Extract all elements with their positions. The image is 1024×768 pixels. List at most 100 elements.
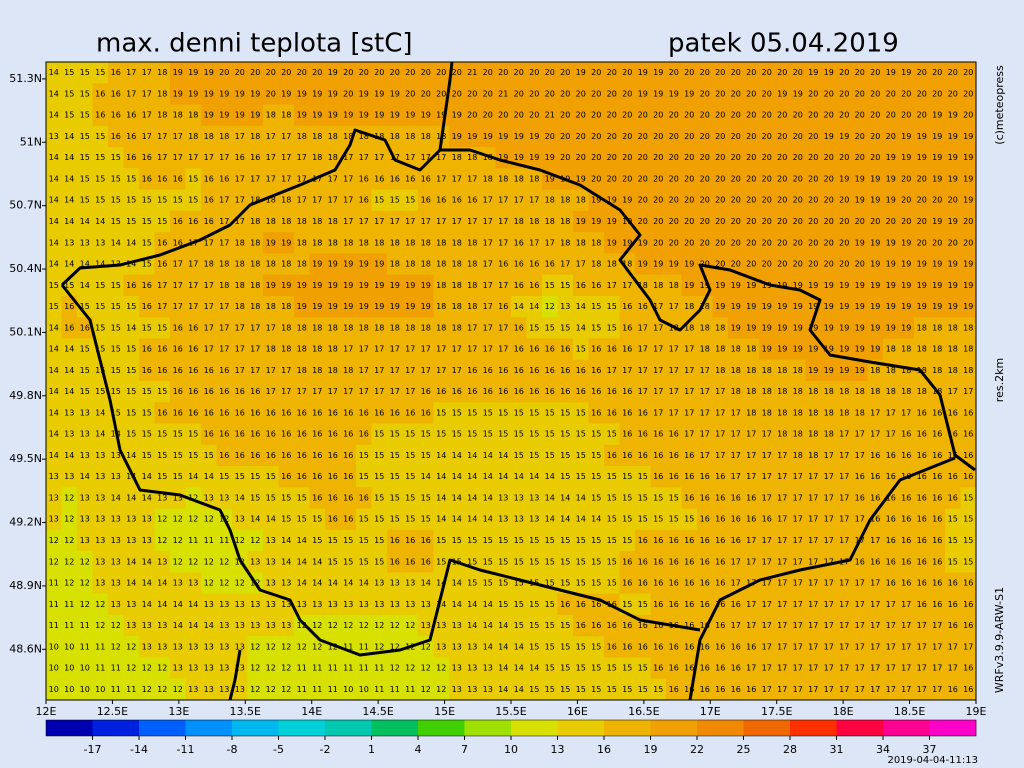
grid-value: 20 — [591, 132, 601, 141]
grid-value: 20 — [653, 174, 663, 183]
grid-value: 18 — [281, 260, 291, 269]
grid-cell — [960, 232, 977, 254]
grid-value: 16 — [653, 472, 663, 481]
grid-value: 20 — [653, 196, 663, 205]
grid-cell — [464, 168, 481, 190]
grid-cell — [728, 62, 744, 84]
grid-value: 16 — [700, 493, 710, 502]
grid-value: 17 — [483, 281, 493, 290]
grid-value: 20 — [870, 217, 880, 226]
grid-cell — [263, 147, 279, 169]
grid-value: 18 — [948, 345, 958, 354]
grid-value: 11 — [328, 664, 338, 673]
grid-value: 16 — [684, 642, 694, 651]
grid-value: 18 — [467, 238, 477, 247]
grid-cell — [201, 210, 217, 233]
grid-value: 18 — [405, 323, 415, 332]
grid-value: 15 — [405, 493, 415, 502]
grid-cell — [232, 253, 248, 275]
grid-cell — [464, 253, 481, 275]
grid-value: 12 — [126, 642, 136, 651]
grid-value: 17 — [746, 430, 756, 439]
grid-value: 19 — [529, 132, 539, 141]
grid-cell — [588, 168, 605, 190]
grid-value: 17 — [467, 217, 477, 226]
grid-value: 16 — [731, 493, 741, 502]
grid-value: 11 — [95, 664, 105, 673]
grid-cell — [433, 232, 450, 254]
colorbar-tick-label: 34 — [876, 743, 890, 756]
grid-value: 20 — [963, 68, 973, 77]
grid-value: 14 — [126, 451, 136, 460]
grid-value: 16 — [390, 174, 400, 183]
colorbar-segment — [883, 720, 930, 736]
grid-value: 20 — [762, 153, 772, 162]
grid-value: 15 — [64, 111, 74, 120]
grid-cell — [852, 210, 868, 233]
lon-tick-label: 18.5E — [894, 705, 925, 718]
grid-value: 15 — [111, 302, 121, 311]
grid-value: 15 — [560, 536, 570, 545]
grid-value: 17 — [855, 430, 865, 439]
grid-value: 18 — [312, 153, 322, 162]
grid-value: 16 — [157, 345, 167, 354]
grid-value: 16 — [932, 536, 942, 545]
grid-value: 20 — [715, 111, 725, 120]
grid-cell — [867, 147, 884, 169]
grid-cell — [635, 168, 651, 190]
grid-value: 15 — [142, 430, 152, 439]
grid-value: 16 — [669, 579, 679, 588]
grid-value: 19 — [948, 217, 958, 226]
grid-cell — [728, 147, 744, 169]
grid-cell — [185, 189, 202, 212]
grid-value: 17 — [824, 536, 834, 545]
grid-cell — [712, 104, 729, 127]
grid-value: 16 — [684, 451, 694, 460]
grid-value: 16 — [421, 557, 431, 566]
grid-cell — [464, 83, 481, 105]
grid-value: 20 — [762, 260, 772, 269]
grid-value: 15 — [359, 536, 369, 545]
grid-value: 18 — [467, 302, 477, 311]
grid-value: 17 — [297, 387, 307, 396]
grid-value: 10 — [49, 642, 59, 651]
grid-value: 11 — [80, 642, 90, 651]
grid: 14 15 15 15 16 17 17 18 19 19 19 20 20 20 20 20 20 20 19 20… — [46, 62, 977, 701]
grid-value: 19 — [498, 132, 508, 141]
grid-value: 17 — [669, 408, 679, 417]
grid-value: 12 — [374, 621, 384, 630]
grid-value: 16 — [622, 430, 632, 439]
grid-value: 12 — [219, 579, 229, 588]
grid-value: 17 — [374, 153, 384, 162]
grid-value: 16 — [64, 323, 74, 332]
grid-cell — [542, 210, 558, 233]
grid-value: 20 — [901, 196, 911, 205]
grid-cell — [588, 210, 605, 233]
grid-value: 19 — [545, 174, 555, 183]
grid-value: 17 — [204, 323, 214, 332]
grid-cell — [154, 189, 171, 212]
grid-value: 15 — [49, 281, 59, 290]
grid-value: 14 — [498, 642, 508, 651]
grid-value: 18 — [281, 323, 291, 332]
grid-cell — [356, 232, 372, 254]
grid-value: 14 — [498, 621, 508, 630]
grid-value: 13 — [188, 579, 198, 588]
grid-value: 15 — [281, 515, 291, 524]
grid-value: 19 — [297, 89, 307, 98]
grid-cell — [945, 147, 961, 169]
grid-value: 19 — [204, 68, 214, 77]
grid-value: 14 — [281, 557, 291, 566]
grid-value: 16 — [715, 557, 725, 566]
grid-value: 16 — [622, 302, 632, 311]
grid-value: 20 — [777, 238, 787, 247]
grid-value: 20 — [948, 89, 958, 98]
grid-value: 13 — [374, 579, 384, 588]
grid-value: 15 — [653, 493, 663, 502]
grid-value: 17 — [142, 111, 152, 120]
grid-cell — [635, 189, 651, 212]
grid-cell — [867, 253, 884, 275]
grid-value: 15 — [498, 408, 508, 417]
grid-value: 17 — [669, 387, 679, 396]
grid-cell — [898, 168, 915, 190]
